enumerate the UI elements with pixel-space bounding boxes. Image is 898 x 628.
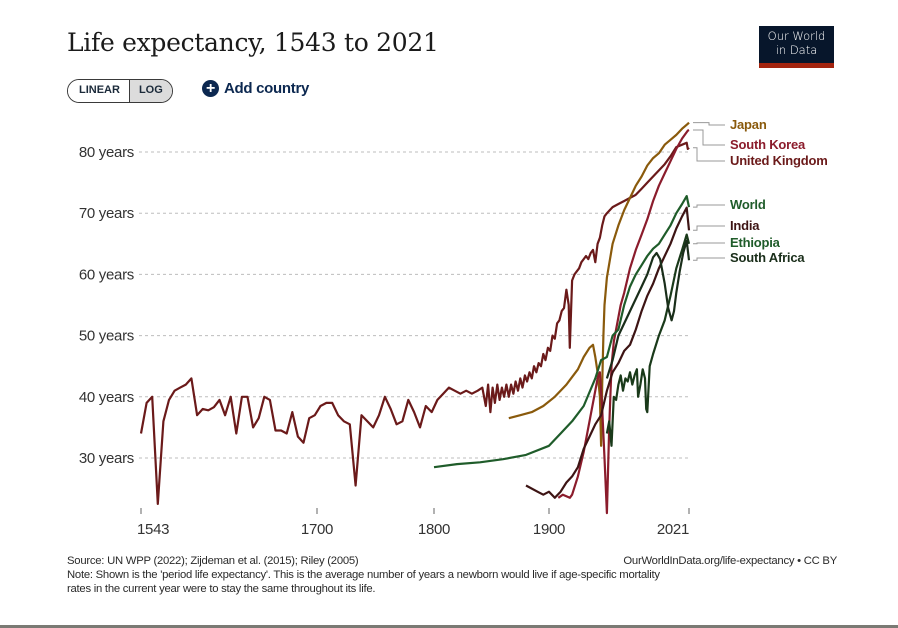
legend-connector <box>693 257 725 261</box>
source-text: Source: UN WPP (2022); Zijdeman et al. (… <box>67 555 359 567</box>
y-tick-label: 60 years <box>79 266 134 283</box>
series-line-india <box>525 206 691 499</box>
legend-label-india: India <box>730 218 760 233</box>
y-axis: 30 years 40 years 50 years 60 years 70 years… <box>79 144 134 467</box>
legend-label-world: World <box>730 197 766 212</box>
legend-connector <box>693 147 725 162</box>
legend-label-japan: Japan <box>730 117 767 132</box>
x-tick-label: 1800 <box>418 521 450 538</box>
series-line-japan <box>508 121 690 447</box>
series-line-south-korea <box>557 129 690 515</box>
legend-connector <box>693 122 725 126</box>
y-tick-label: 50 years <box>79 328 134 345</box>
note-line-1: Note: Shown is the 'period life expectan… <box>67 569 660 581</box>
source-link[interactable]: OurWorldInData.org/life-expectancy • CC … <box>623 555 837 567</box>
legend-label-south-africa: South Africa <box>730 250 805 265</box>
logo-line-1: Our World <box>767 29 826 43</box>
legend-connector <box>693 242 725 245</box>
y-tick-label: 70 years <box>79 205 134 222</box>
chart-title: Life expectancy, 1543 to 2021 <box>67 28 439 57</box>
x-tick-label: 1543 <box>137 521 169 538</box>
plus-circle-icon: + <box>202 80 219 97</box>
x-axis: 1543 1700 1800 1900 2021 <box>137 508 690 538</box>
legend-connector <box>693 225 725 231</box>
legend-connector <box>693 129 725 146</box>
x-tick-label: 2021 <box>657 521 689 538</box>
linear-scale-button[interactable]: LINEAR <box>68 80 130 102</box>
legend-connector <box>693 204 725 208</box>
scale-toggle: LINEAR LOG <box>67 79 173 103</box>
legend-label-south-korea: South Korea <box>730 137 806 152</box>
series-line-ethiopia <box>605 233 691 447</box>
series-line-south-africa <box>605 239 691 379</box>
y-tick-label: 30 years <box>79 450 134 467</box>
note-line-2: rates in the current year were to stay t… <box>67 583 376 595</box>
x-tick-label: 1700 <box>301 521 333 538</box>
legend-label-united-kingdom: United Kingdom <box>730 153 828 168</box>
series-line-united-kingdom <box>139 141 690 505</box>
add-country-button[interactable]: + Add country <box>202 80 309 97</box>
footer: Source: UN WPP (2022); Zijdeman et al. (… <box>67 554 837 596</box>
y-tick-label: 40 years <box>79 389 134 406</box>
y-tick-label: 80 years <box>79 144 134 161</box>
x-tick-label: 1900 <box>533 521 565 538</box>
series-lines <box>139 121 691 515</box>
bottom-divider <box>0 625 898 628</box>
log-scale-button[interactable]: LOG <box>129 80 172 102</box>
legend-label-ethiopia: Ethiopia <box>730 235 781 250</box>
logo-line-2: in Data <box>775 43 818 57</box>
owid-logo[interactable]: Our World in Data <box>759 26 834 68</box>
add-country-label: Add country <box>224 80 310 97</box>
series-line-world <box>433 195 691 469</box>
